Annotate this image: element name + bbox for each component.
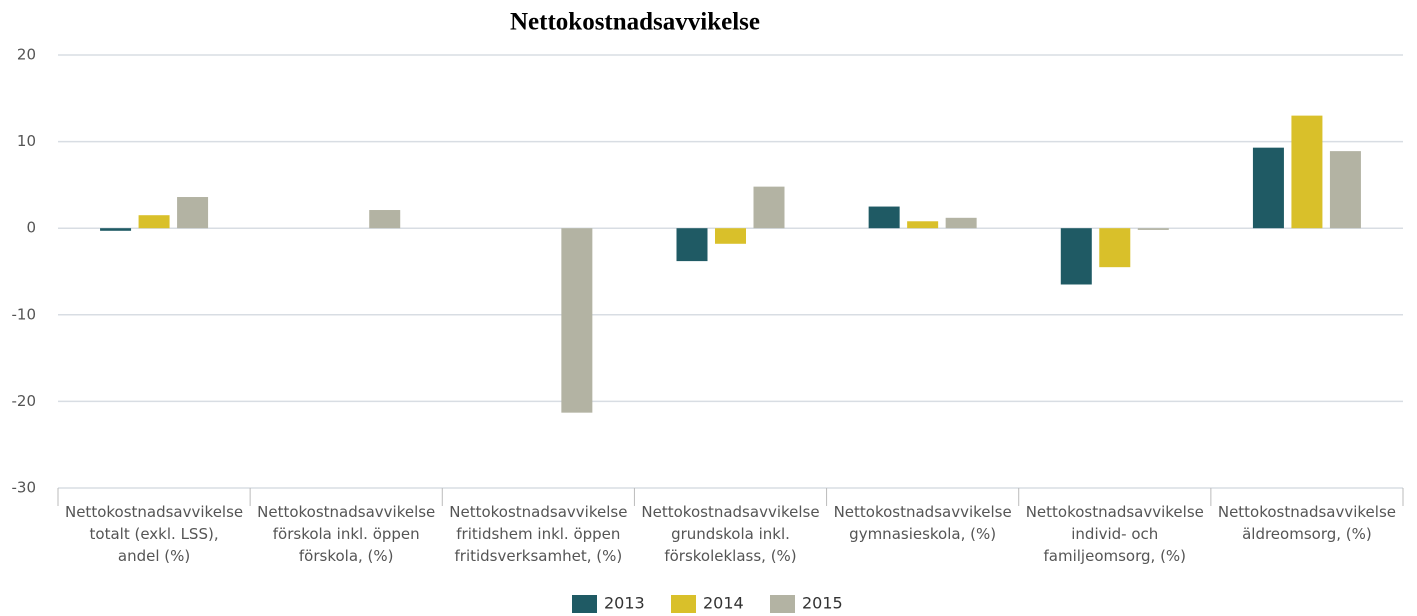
bar [177,197,209,229]
y-tick-label: -30 [12,479,37,497]
legend-swatch [770,595,795,613]
y-tick-label: -10 [12,305,37,323]
x-tick-label: Nettokostnadsavvikelse gymnasieskola, (%) [834,503,1012,543]
bar [753,186,785,229]
bar [676,228,708,262]
bar [138,215,170,229]
y-tick-label: 0 [26,219,36,237]
bar [1060,228,1092,285]
bar [1329,151,1361,229]
bar [1291,115,1323,229]
y-tick-label: -20 [12,392,37,410]
x-tick-label: Nettokostnadsavvikelse totalt (exkl. LSS)… [65,503,243,565]
x-tick-label: Nettokostnadsavvikelse äldreomsorg, (%) [1218,503,1396,543]
bar [945,217,977,229]
bar [1137,228,1169,230]
legend-label: 2014 [703,594,744,613]
chart-title: Nettokostnadsavvikelse [510,9,760,36]
x-tick-label: Nettokostnadsavvikelse förskola inkl. öpp… [257,503,435,565]
legend-label: 2015 [802,594,843,613]
legend-label: 2013 [604,594,645,613]
bar [715,228,746,244]
bar [868,206,900,229]
legend-swatch [572,595,597,613]
x-tick-label: Nettokostnadsavvikelse individ- och familj… [1026,503,1204,565]
x-tick-label: Nettokostnadsavvikelse grundskola inkl. fö… [641,503,819,565]
bar [1252,147,1284,229]
bar [369,210,401,229]
y-tick-label: 20 [17,46,36,64]
y-tick-label: 10 [17,132,36,150]
bar [561,228,593,413]
bar [100,228,132,231]
bar [1099,228,1131,268]
x-tick-label: Nettokostnadsavvikelse fritidshem inkl. ö… [449,503,627,565]
legend-swatch [671,595,696,613]
bar [907,221,939,229]
